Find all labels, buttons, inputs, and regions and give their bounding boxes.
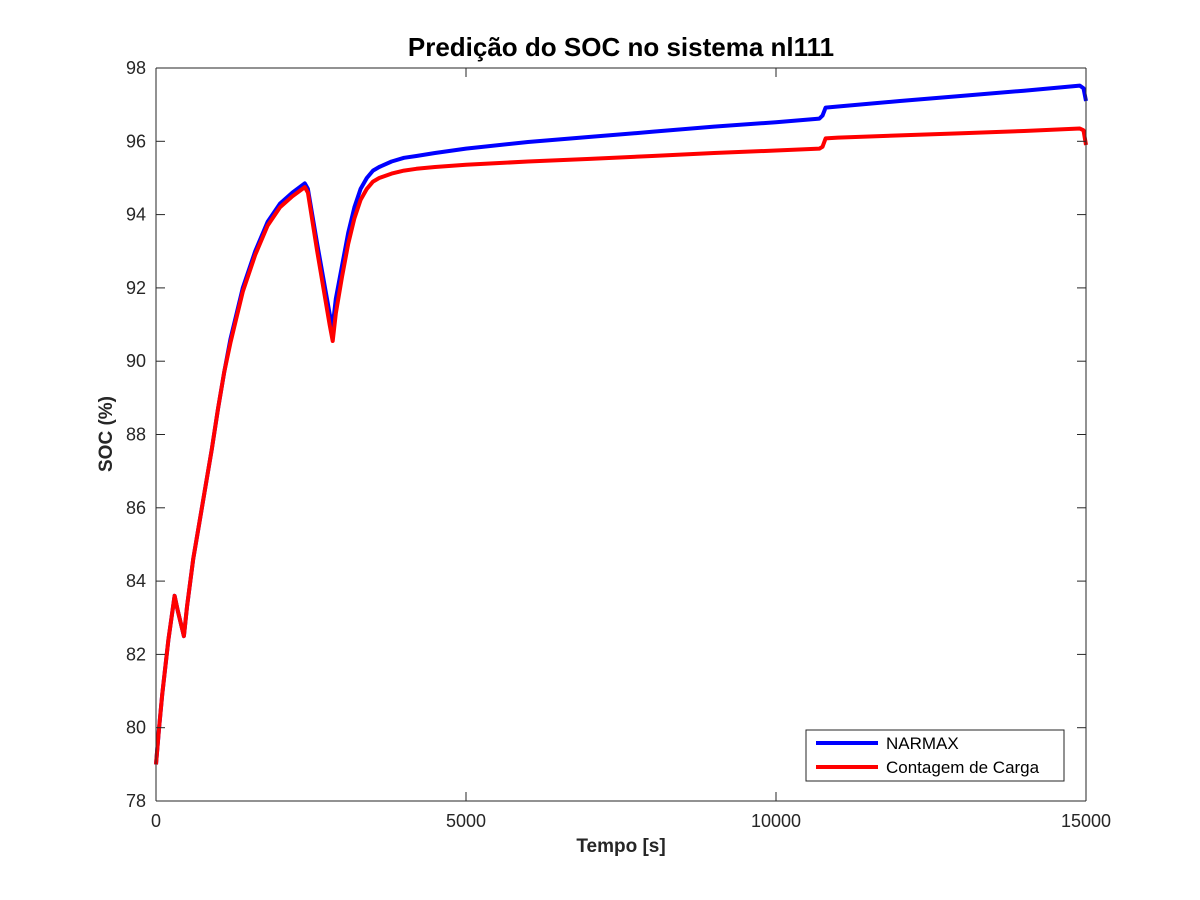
y-tick-label: 94 (126, 205, 146, 225)
y-tick-label: 88 (126, 425, 146, 445)
series-line-contagem-de-carga (154, 126, 1088, 765)
y-tick-label: 78 (126, 791, 146, 811)
x-tick-label: 10000 (751, 811, 801, 831)
y-tick-label: 84 (126, 571, 146, 591)
y-tick-label: 90 (126, 351, 146, 371)
y-tick-label: 82 (126, 644, 146, 664)
legend-box (805, 729, 1065, 782)
y-tick-label: 96 (126, 131, 146, 151)
x-tick-label: 0 (151, 811, 161, 831)
x-axis-title: Tempo [s] (576, 836, 665, 857)
legend-label-narmax: NARMAX (886, 734, 959, 753)
y-tick-label: 92 (126, 278, 146, 298)
y-tick-label: 80 (126, 718, 146, 738)
ticks-layer: 0 5000 10000 15000 78 80 82 84 86 88 90 92 94 96 98 (126, 58, 1111, 831)
plot-area (156, 68, 1086, 801)
x-tick-label: 5000 (446, 811, 486, 831)
chart-title: Predição do SOC no sistema nl111 (408, 32, 834, 62)
x-tick-label: 15000 (1061, 811, 1111, 831)
series-layer (154, 83, 1088, 765)
legend-label-contagem-de-carga: Contagem de Carga (886, 758, 1040, 777)
y-axis-title: SOC (%) (96, 396, 117, 472)
y-tick-label: 98 (126, 58, 146, 78)
y-tick-label: 86 (126, 498, 146, 518)
legend: NARMAX Contagem de Carga (805, 729, 1065, 782)
